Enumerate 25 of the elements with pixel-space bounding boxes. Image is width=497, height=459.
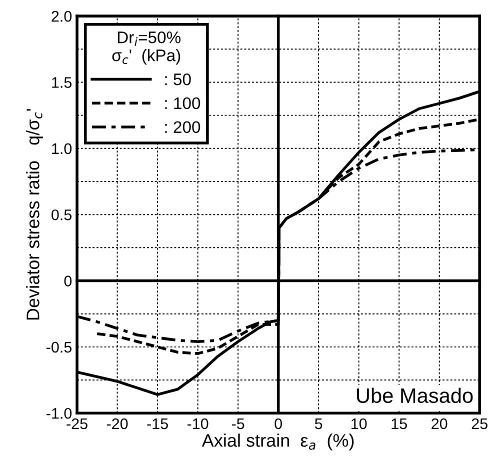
x-tick-label: -25 [66, 418, 88, 430]
x-tick-label: 25 [472, 418, 488, 430]
annotation: Ube Masado [357, 388, 473, 404]
x-axis-title: Axial strain ε$_{a}$ (%) [202, 434, 354, 450]
x-tick-label: 15 [392, 418, 407, 430]
x-tick-label: -20 [106, 418, 128, 430]
x-tick-label: -5 [232, 418, 244, 430]
legend-label: : 100 [165, 97, 200, 110]
legend-label: : 200 [165, 121, 200, 134]
x-tick-label: 5 [314, 418, 322, 430]
x-tick-label: 10 [352, 418, 367, 430]
legend-label: : 50 [165, 73, 191, 86]
x-tick-label: 0 [274, 418, 282, 430]
y-tick-label: -1.0 [46, 408, 72, 419]
y-tick-label: 1.5 [52, 77, 72, 88]
x-tick-label: -10 [187, 418, 208, 430]
legend-title: Dr$_{i}$=50% σ$_{c}$' (kPa) [112, 31, 181, 65]
y-axis-title: Deviator stress ratio q/σ$_{c}$' [26, 109, 43, 320]
x-tick-label: -15 [147, 418, 168, 430]
y-tick-label: 0 [64, 276, 72, 286]
y-tick-label: 0.5 [52, 209, 72, 220]
x-tick-label: 20 [432, 418, 448, 430]
y-tick-label: 1.0 [52, 143, 72, 154]
y-tick-label: 2.0 [52, 10, 72, 22]
y-tick-label: -0.5 [46, 342, 72, 353]
